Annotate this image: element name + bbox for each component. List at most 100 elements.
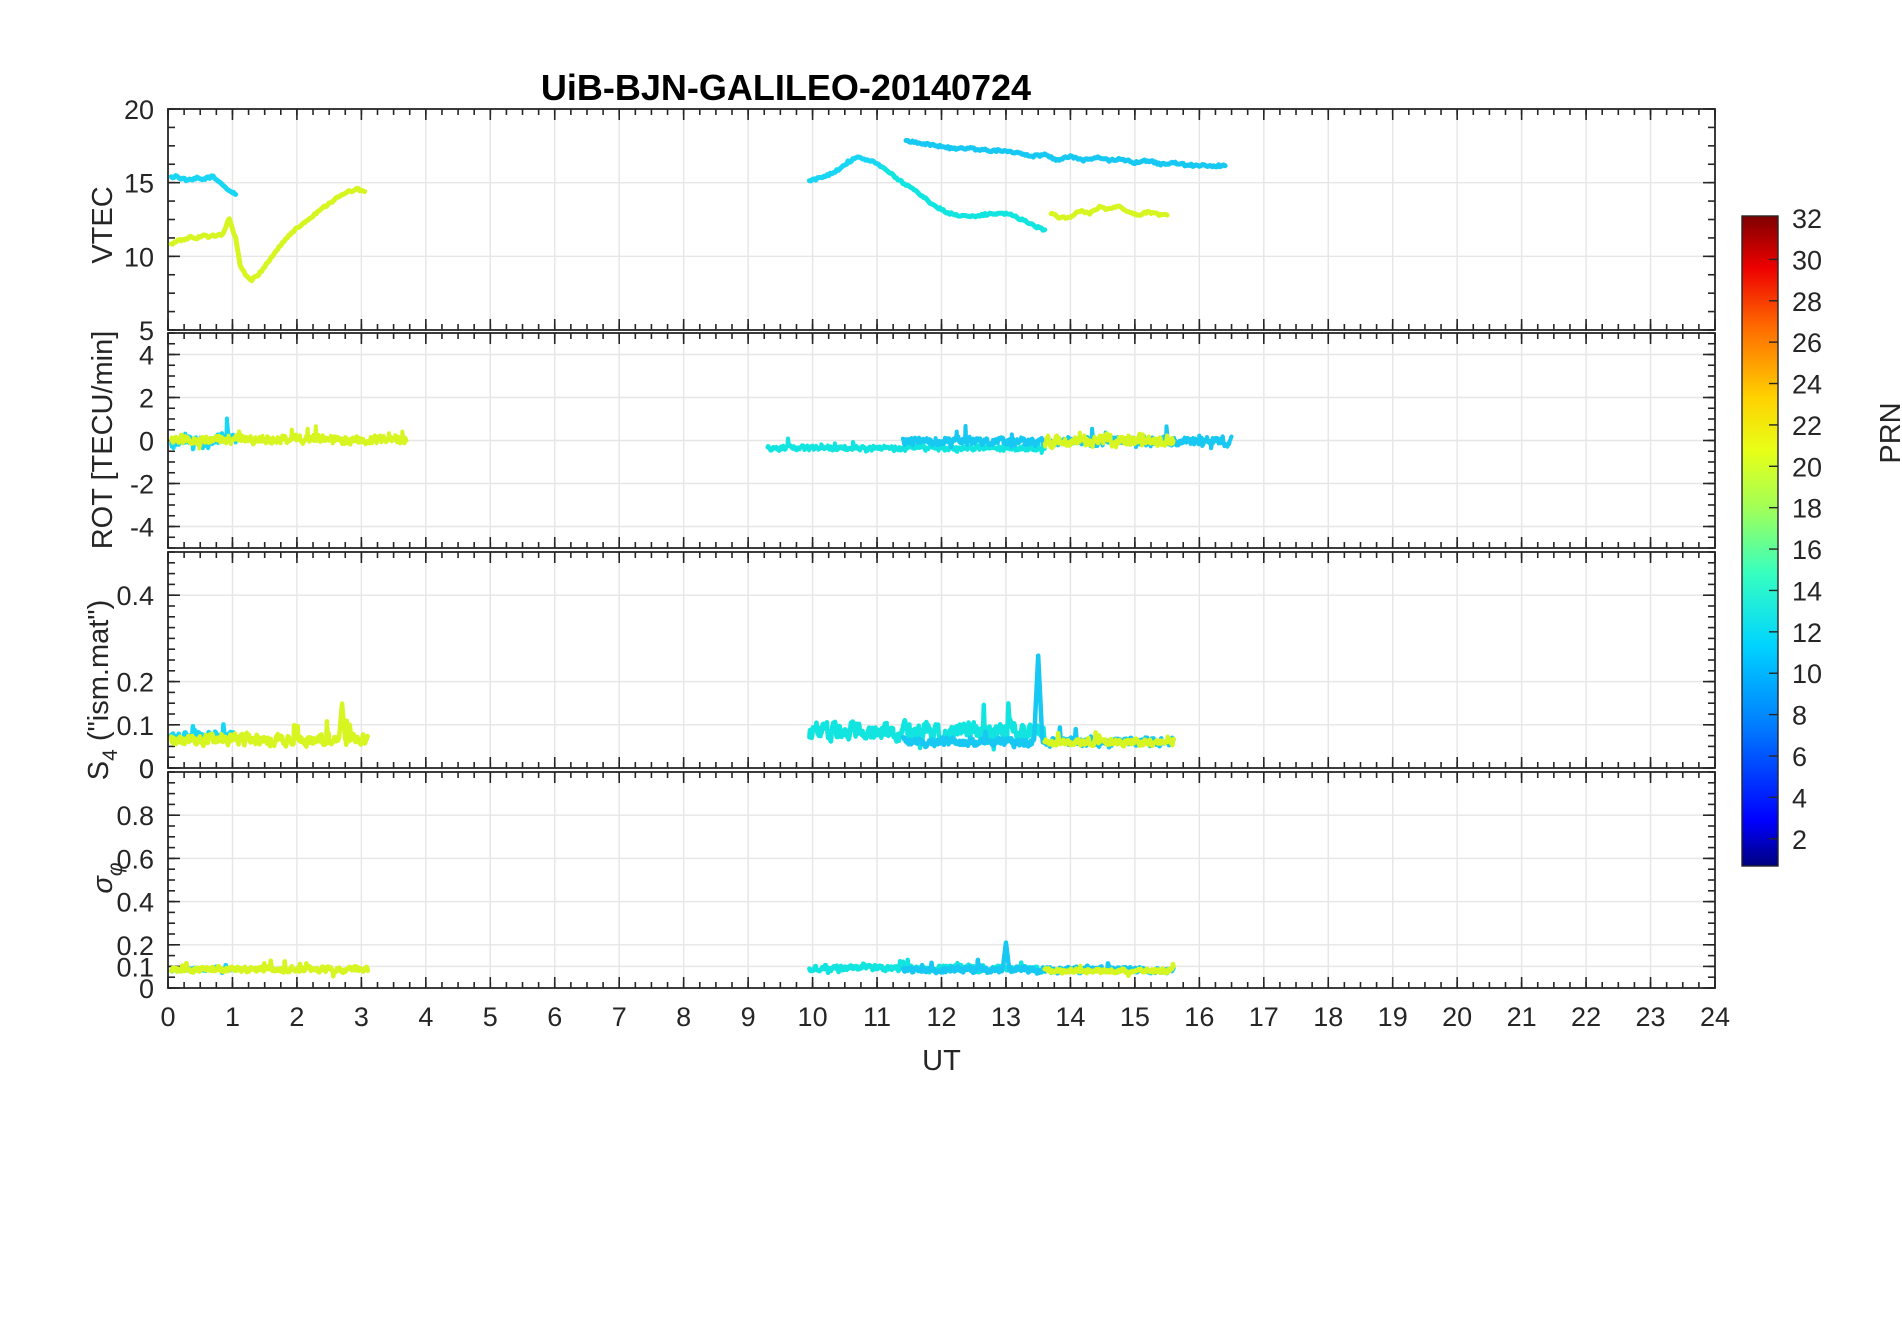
series-path — [169, 424, 409, 451]
series-path — [168, 185, 368, 284]
panel-vtec: 20 15 10 5 — [124, 95, 1716, 346]
series-path — [880, 165, 1048, 233]
xtick-label-2: 2 — [289, 1002, 304, 1032]
colorbar-tick-label-24: 24 — [1792, 370, 1822, 400]
series-path — [1042, 730, 1176, 749]
vtec-series-PRN-11b — [903, 137, 1228, 170]
xtick-label-3: 3 — [354, 1002, 369, 1032]
xtick-label-6: 6 — [547, 1002, 562, 1032]
colorbar-tick-label-16: 16 — [1792, 535, 1822, 565]
ytick-label-sigma-0.1: 0.1 — [116, 952, 154, 982]
colorbar-tick-label-14: 14 — [1792, 576, 1822, 606]
ytick-label-rot-2: 2 — [139, 384, 154, 414]
panel-sigma: 0.8 0.6 0.4 0.20.10 — [116, 771, 1716, 1004]
xtick-label-1: 1 — [225, 1002, 240, 1032]
ytick-label-rot--2: -2 — [130, 470, 154, 500]
xtick-label-11: 11 — [863, 1002, 891, 1032]
ytick-label-s4-0.4: 0.4 — [116, 581, 154, 611]
S4-series-PRN-19 — [168, 701, 371, 749]
xtick-label-19: 19 — [1378, 1002, 1408, 1032]
ylabel-s4-text: S4 ("ism.mat") — [83, 600, 122, 781]
series-path — [1042, 430, 1176, 451]
ylabel-sigma-phi: σφ — [87, 862, 127, 894]
colorbar-tick-label-18: 18 — [1792, 494, 1822, 524]
ytick-label-rot-4: 4 — [139, 341, 154, 371]
ylabel-vtec: VTEC — [87, 186, 119, 263]
xtick-label-12: 12 — [926, 1002, 956, 1032]
colorbar-tick-label-32: 32 — [1792, 204, 1822, 234]
xtick-label-22: 22 — [1571, 1002, 1601, 1032]
series-path — [168, 958, 371, 979]
ytick-label-s4-zero-overlap: 0 — [139, 754, 154, 784]
ytick-label-vtec-20: 20 — [124, 95, 154, 125]
colorbar-label: PRN — [1875, 402, 1902, 463]
xtick-label-5: 5 — [483, 1002, 498, 1032]
ytick-label-sigma-0.4: 0.4 — [116, 888, 154, 918]
vtec-series-PRN-11 — [168, 173, 239, 197]
ytick-label-vtec-15: 15 — [124, 169, 154, 199]
ylabel-s4: S4 ("ism.mat") — [83, 600, 122, 781]
ROT-series-PRN-19b — [1042, 430, 1176, 451]
xtick-label-18: 18 — [1313, 1002, 1343, 1032]
ylabel-sigma-text: σφ — [87, 862, 127, 894]
xtick-label-14: 14 — [1055, 1002, 1085, 1032]
xtick-label-9: 9 — [741, 1002, 756, 1032]
page-title: UiB-BJN-GALILEO-20140724 — [541, 67, 1031, 108]
colorbar-tick-label-20: 20 — [1792, 452, 1822, 482]
colorbar-tick-label-8: 8 — [1792, 701, 1807, 731]
xtick-label-23: 23 — [1636, 1002, 1666, 1032]
xtick-label-7: 7 — [612, 1002, 627, 1032]
colorbar-tick-label-2: 2 — [1792, 825, 1807, 855]
ytick-label-rot--4: -4 — [130, 513, 154, 543]
series-path — [806, 154, 886, 184]
colorbar-gradient — [1741, 215, 1779, 867]
series-path — [168, 701, 371, 749]
ytick-label-vtec-5: 5 — [139, 316, 154, 346]
xtick-label-16: 16 — [1184, 1002, 1214, 1032]
xtick-label-0: 0 — [160, 1002, 175, 1032]
S4-series-PRN-19b — [1042, 730, 1176, 749]
xlabel: UT — [922, 1045, 961, 1077]
colorbar: 32 30 28 26 24 22 20 18 16 14 12 10 8 6 4 2 PRN — [1741, 204, 1902, 867]
colorbar-tick-label-28: 28 — [1792, 287, 1822, 317]
xtick-label-10: 10 — [798, 1002, 828, 1032]
colorbar-tick-label-26: 26 — [1792, 328, 1822, 358]
ytick-label-sigma-0.2: 0.2 — [116, 931, 154, 961]
xtick-label-15: 15 — [1120, 1002, 1150, 1032]
series-path — [168, 173, 239, 197]
series-path — [1048, 203, 1170, 221]
ytick-label-sigma-0: 0 — [139, 974, 154, 1004]
ylabel-rot: ROT [TECU/min] — [87, 331, 119, 550]
ytick-label-sigma-0.6: 0.6 — [116, 844, 154, 874]
vtec-series-PRN-19b — [1048, 203, 1170, 221]
ytick-label-sigma-0.8: 0.8 — [116, 801, 154, 831]
ROT-series-PRN-19 — [169, 424, 409, 451]
xtick-label-20: 20 — [1442, 1002, 1472, 1032]
vtec-series-PRN-19 — [168, 185, 368, 284]
ytick-label-rot-0: 0 — [139, 427, 154, 457]
series-path — [1042, 961, 1176, 978]
panel-rot: 4 2 0 -2 -4 — [130, 332, 1716, 549]
colorbar-tick-label-30: 30 — [1792, 245, 1822, 275]
colorbar-tick-label-6: 6 — [1792, 742, 1807, 772]
ytick-label-vtec-10: 10 — [124, 242, 154, 272]
colorbar-tick-label-22: 22 — [1792, 411, 1822, 441]
xtick-label-4: 4 — [418, 1002, 433, 1032]
xtick-label-24: 24 — [1700, 1002, 1730, 1032]
vtec-series-PRN-12b — [880, 165, 1048, 233]
S4-series-PRN-12 — [807, 701, 1047, 752]
ytick-label-s4-0.2: 0.2 — [116, 668, 154, 698]
sigma_phi-series-PRN-19b — [1042, 961, 1176, 978]
colorbar-tick-label-4: 4 — [1792, 783, 1807, 813]
xtick-label-8: 8 — [676, 1002, 691, 1032]
xtick-label-21: 21 — [1507, 1002, 1537, 1032]
vtec-series-PRN-12 — [806, 154, 886, 184]
sigma_phi-series-PRN-19 — [168, 958, 371, 979]
ytick-label-s4-0: 0 — [139, 754, 154, 784]
xtick-label-17: 17 — [1249, 1002, 1279, 1032]
series-path — [903, 137, 1228, 170]
ytick-label-s4-0.1: 0.1 — [116, 711, 154, 741]
panel-s4: 0.40.20.100 — [116, 551, 1716, 784]
